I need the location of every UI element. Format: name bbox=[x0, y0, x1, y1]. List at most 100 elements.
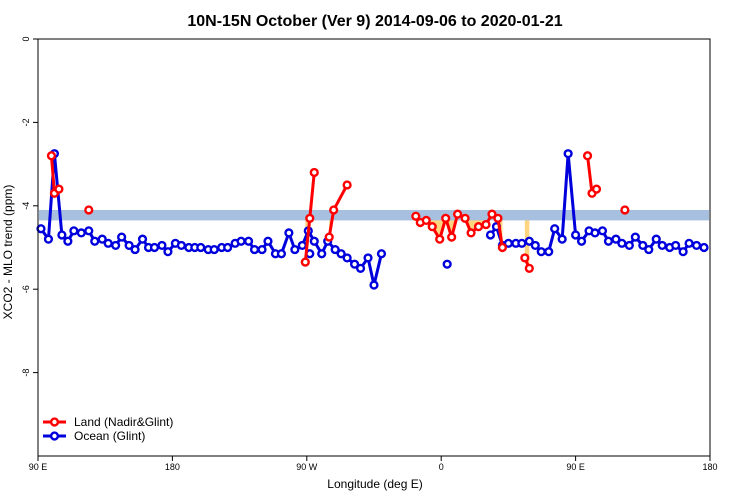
legend: Land (Nadir&Glint)Ocean (Glint) bbox=[43, 415, 173, 443]
series-0-point bbox=[493, 213, 503, 223]
series-1-point bbox=[243, 236, 254, 246]
series-1-point bbox=[699, 242, 709, 253]
series-1-point bbox=[590, 228, 600, 238]
series-1-point bbox=[349, 259, 360, 269]
series-1-point bbox=[57, 230, 67, 240]
series-1-point bbox=[369, 280, 379, 290]
series-1-point bbox=[691, 240, 702, 251]
series-1-point bbox=[678, 247, 688, 257]
y-axis: 0 -2 -4 -6 -8 bbox=[21, 36, 38, 377]
reference-band-layer bbox=[39, 209, 709, 221]
series-1-point bbox=[597, 226, 608, 236]
series-0-point bbox=[427, 222, 437, 232]
series-1-point bbox=[671, 240, 681, 251]
series-1-point bbox=[651, 234, 661, 244]
series-1-point bbox=[297, 240, 307, 251]
series-1-point bbox=[638, 240, 648, 251]
series-0-point bbox=[582, 151, 593, 161]
x-tick-label-1: 180 bbox=[165, 462, 180, 472]
x-axis: 90 E 180 90 W 0 90 E 180 bbox=[29, 456, 718, 472]
series-1-point bbox=[249, 244, 260, 255]
series-0-point bbox=[421, 215, 431, 225]
series-1-point bbox=[611, 234, 621, 244]
plot-frame bbox=[37, 38, 711, 457]
y-tick-label-4: -8 bbox=[21, 369, 31, 377]
series-0-point bbox=[324, 232, 334, 242]
series-0-point bbox=[84, 205, 94, 215]
series-1-point bbox=[111, 240, 121, 251]
series-1-point bbox=[43, 234, 54, 244]
series-0-point bbox=[473, 222, 484, 232]
series-1-point bbox=[524, 236, 534, 246]
series-1-point bbox=[530, 240, 540, 251]
x-tick-label-0: 90 E bbox=[29, 462, 48, 472]
series-1-point bbox=[485, 230, 496, 240]
series-1-point bbox=[624, 240, 634, 251]
series-0-point bbox=[487, 209, 497, 219]
series-1-point bbox=[550, 224, 560, 234]
series-0-point bbox=[54, 184, 64, 194]
series-1-point bbox=[657, 240, 667, 251]
x-tick-label-4: 90 E bbox=[566, 462, 585, 472]
series-1-point bbox=[376, 249, 387, 259]
series-0 bbox=[46, 151, 630, 273]
series-0-point bbox=[441, 213, 451, 223]
series-1-point bbox=[69, 226, 79, 236]
series-1-point bbox=[570, 230, 581, 240]
series-1-point bbox=[84, 226, 94, 236]
series-1-point bbox=[342, 253, 352, 263]
series-1-point bbox=[196, 242, 206, 253]
y-tick-label-1: -2 bbox=[21, 118, 31, 126]
series-0-point bbox=[329, 205, 339, 215]
series-0-point bbox=[411, 211, 421, 221]
series-1-point bbox=[236, 236, 246, 246]
series-1-point bbox=[90, 236, 100, 246]
series-0-point bbox=[620, 205, 630, 215]
series-1-point bbox=[684, 238, 694, 248]
series-1-point bbox=[603, 236, 614, 246]
series-1-point bbox=[644, 244, 654, 255]
series-0-point bbox=[435, 234, 445, 244]
series-0-point bbox=[305, 213, 315, 223]
series-1-point bbox=[209, 244, 219, 255]
legend-marker-1 bbox=[49, 431, 60, 441]
land-fill-2 bbox=[305, 209, 315, 263]
series-1-point bbox=[157, 240, 167, 251]
series-1-point bbox=[117, 232, 127, 242]
reference-band bbox=[39, 209, 709, 221]
y-tick-label-2: -4 bbox=[21, 202, 31, 210]
series-0-point bbox=[342, 180, 352, 190]
x-axis-label: Longitude (deg E) bbox=[327, 477, 422, 491]
series-1-point bbox=[149, 242, 160, 253]
series-1-point bbox=[363, 253, 373, 263]
series-1-line-3 bbox=[489, 153, 705, 254]
series-1-point bbox=[309, 236, 319, 246]
series-1-point bbox=[176, 240, 186, 251]
series-1-point bbox=[290, 244, 300, 255]
series-1-point bbox=[330, 244, 340, 255]
series-1-point bbox=[284, 228, 294, 238]
series-1-point bbox=[130, 244, 140, 255]
x-tick-label-5: 180 bbox=[702, 462, 717, 472]
series-1-point bbox=[630, 232, 640, 242]
series-0-point bbox=[520, 253, 530, 263]
x-tick-label-2: 90 W bbox=[296, 462, 318, 472]
series-1-point bbox=[276, 249, 287, 259]
x-tick-label-3: 0 bbox=[439, 462, 444, 472]
y-tick-label-0: 0 bbox=[21, 36, 31, 41]
series-1-point bbox=[536, 247, 546, 257]
series-1-point bbox=[124, 240, 134, 251]
series-1-point bbox=[563, 149, 573, 159]
series-0-point bbox=[300, 257, 310, 267]
series-1-point bbox=[336, 249, 346, 259]
series-1-point bbox=[544, 247, 554, 257]
legend-marker-0 bbox=[49, 417, 60, 427]
series-0-point bbox=[460, 213, 470, 223]
series-0-point bbox=[497, 242, 508, 253]
series-1-point bbox=[557, 234, 567, 244]
series-1-point bbox=[97, 234, 107, 244]
series-1-point bbox=[36, 224, 46, 234]
legend-label-1: Ocean (Glint) bbox=[74, 429, 145, 443]
